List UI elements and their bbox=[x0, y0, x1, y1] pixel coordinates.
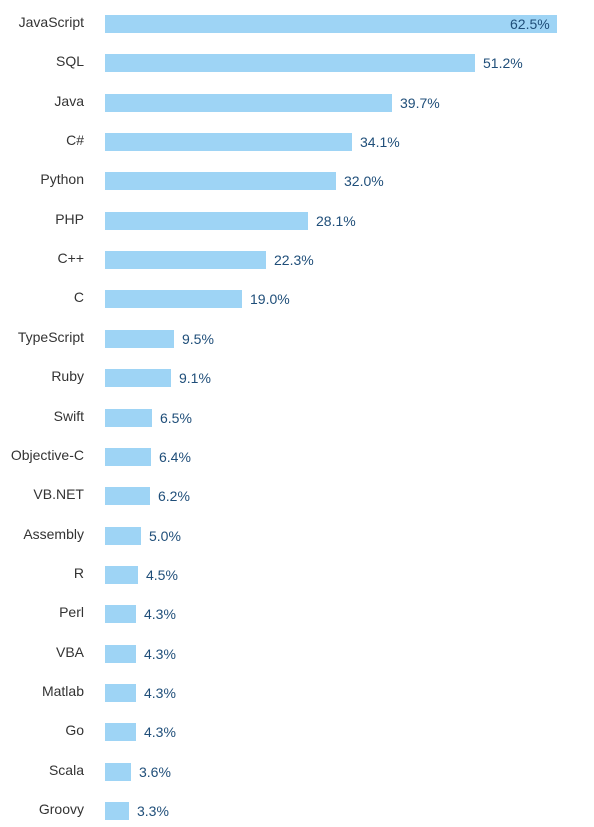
bar bbox=[105, 330, 174, 348]
value-label: 39.7% bbox=[400, 95, 440, 111]
bar bbox=[105, 369, 171, 387]
category-label: C# bbox=[66, 132, 84, 148]
bar bbox=[105, 763, 131, 781]
bar bbox=[105, 684, 136, 702]
value-label: 32.0% bbox=[344, 173, 384, 189]
category-label: VBA bbox=[55, 644, 84, 660]
bar bbox=[105, 212, 308, 230]
bar bbox=[105, 409, 152, 427]
value-label: 4.3% bbox=[144, 724, 176, 740]
category-label: Matlab bbox=[41, 683, 84, 699]
bar bbox=[105, 645, 136, 663]
category-label: SQL bbox=[55, 53, 84, 69]
category-label: C++ bbox=[57, 250, 84, 266]
bar bbox=[105, 448, 151, 466]
bar bbox=[105, 15, 557, 33]
value-label: 9.5% bbox=[182, 331, 214, 347]
value-label: 6.4% bbox=[159, 449, 191, 465]
category-label: Ruby bbox=[51, 368, 84, 384]
category-label: Assembly bbox=[23, 526, 84, 542]
bar bbox=[105, 133, 352, 151]
bar bbox=[105, 487, 150, 505]
value-label: 9.1% bbox=[179, 370, 211, 386]
bar bbox=[105, 94, 392, 112]
value-label: 3.3% bbox=[137, 803, 169, 819]
value-label: 6.5% bbox=[160, 410, 192, 426]
category-label: VB.NET bbox=[33, 486, 84, 502]
category-label: Python bbox=[40, 171, 84, 187]
category-label: TypeScript bbox=[17, 329, 84, 345]
value-label: 28.1% bbox=[316, 213, 356, 229]
category-label: R bbox=[73, 565, 84, 581]
value-label: 19.0% bbox=[250, 291, 290, 307]
value-label: 6.2% bbox=[158, 488, 190, 504]
bar bbox=[105, 527, 141, 545]
bar bbox=[105, 566, 138, 584]
bar bbox=[105, 802, 129, 820]
bar bbox=[105, 251, 266, 269]
category-label: Objective-C bbox=[10, 447, 84, 463]
category-label: Go bbox=[65, 722, 84, 738]
bar bbox=[105, 723, 136, 741]
category-label: Groovy bbox=[38, 801, 84, 817]
category-label: Swift bbox=[53, 408, 84, 424]
value-label: 3.6% bbox=[139, 764, 171, 780]
bar bbox=[105, 290, 242, 308]
category-label: JavaScript bbox=[18, 14, 84, 30]
bar bbox=[105, 605, 136, 623]
value-label: 51.2% bbox=[483, 55, 523, 71]
category-label: Perl bbox=[59, 604, 84, 620]
category-label: Scala bbox=[48, 762, 84, 778]
value-label: 22.3% bbox=[274, 252, 314, 268]
value-label: 34.1% bbox=[360, 134, 400, 150]
category-label: Java bbox=[54, 93, 84, 109]
value-label: 4.3% bbox=[144, 685, 176, 701]
bar bbox=[105, 172, 336, 190]
bar bbox=[105, 54, 475, 72]
category-label: C bbox=[73, 289, 84, 305]
value-label: 4.5% bbox=[146, 567, 178, 583]
value-label: 4.3% bbox=[144, 646, 176, 662]
value-label: 62.5% bbox=[510, 16, 550, 32]
value-label: 4.3% bbox=[144, 606, 176, 622]
value-label: 5.0% bbox=[149, 528, 181, 544]
category-label: PHP bbox=[55, 211, 84, 227]
